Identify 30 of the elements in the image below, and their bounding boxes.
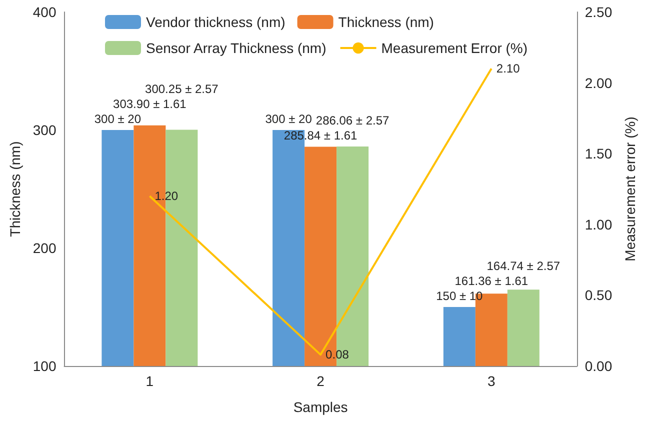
y-tick-label: 300 (32, 122, 56, 138)
data-label: 2.10 (496, 62, 520, 76)
y2-tick-label: 0.50 (584, 287, 612, 304)
data-label: 300 ± 20 (265, 112, 312, 126)
data-label: 286.06 ± 2.57 (316, 114, 390, 128)
y2-tick-label: 2.50 (584, 4, 612, 20)
legend-label: Vendor thickness (nm) (146, 14, 286, 30)
y-axis-title: Thickness (nm) (7, 141, 23, 237)
y2-axis-title: Measurement error (%) (622, 116, 638, 262)
y2-tick-label: 2.00 (584, 74, 612, 91)
x-axis-title: Samples (293, 399, 348, 415)
x-tick-label: 3 (488, 373, 496, 389)
y-tick-label: 200 (32, 240, 56, 256)
x-tick-label: 1 (146, 373, 154, 389)
x-tick-label: 2 (316, 373, 325, 389)
data-label: 303.90 ± 1.61 (113, 97, 187, 111)
legend-label: Sensor Array Thickness (nm) (146, 40, 326, 56)
y-tick-label: 100 (32, 358, 56, 374)
y-tick-label: 400 (32, 4, 56, 20)
data-label: 161.36 ± 1.61 (454, 274, 528, 288)
legend-label: Thickness (nm) (338, 14, 434, 30)
legend-label: Measurement Error (%) (381, 40, 528, 56)
y2-tick-label: 0.00 (584, 358, 612, 374)
data-label: 300 ± 20 (94, 112, 142, 126)
data-label: 164.74 ± 2.57 (486, 259, 560, 273)
data-label: 0.08 (326, 348, 350, 362)
y2-tick-label: 1.00 (584, 216, 612, 232)
data-label: 300.25 ± 2.57 (145, 82, 219, 96)
y2-tick-label: 1.50 (584, 146, 612, 162)
data-label: 1.20 (154, 189, 178, 204)
